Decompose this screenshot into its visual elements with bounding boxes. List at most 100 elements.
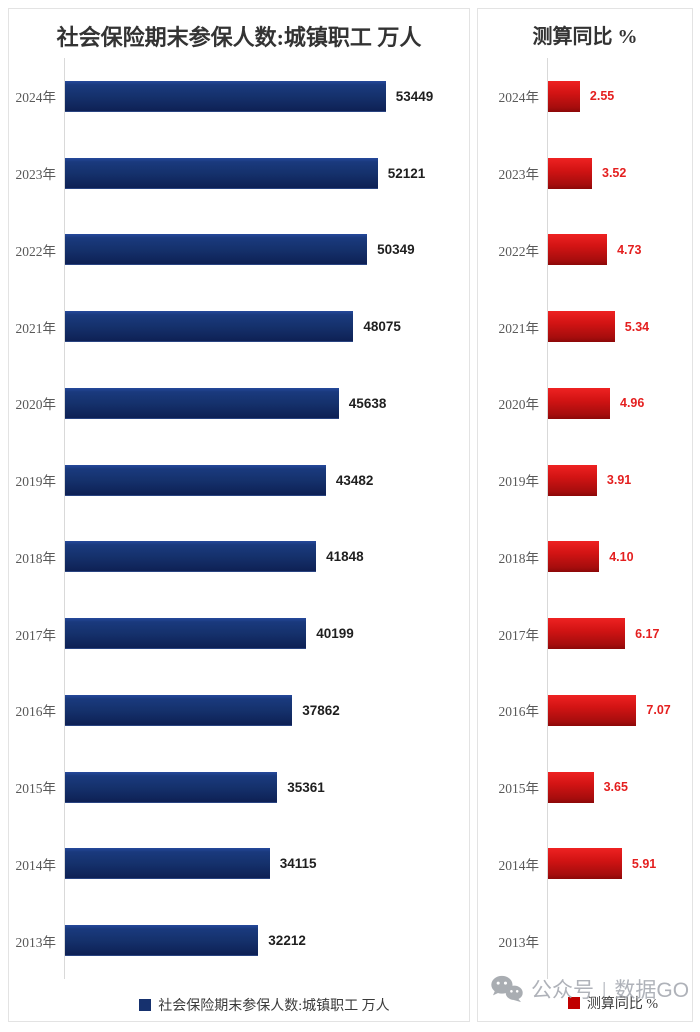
year-label: 2021年	[15, 320, 57, 336]
chart-row: 2019年 43482	[9, 441, 469, 519]
value-label: 4.73	[617, 242, 642, 257]
right-chart-card: 测算同比 % 2024年 2.55 2023年 3.52 2022年 4.73 2021年 5…	[477, 8, 693, 1022]
bar-area: 34115	[64, 825, 469, 903]
chart-row: 2013年	[478, 902, 692, 979]
chart-row: 2024年 53449	[9, 58, 469, 135]
right-chart-plot: 2024年 2.55 2023年 3.52 2022年 4.73 2021年 5.34 2020…	[478, 58, 692, 979]
bar	[65, 234, 368, 266]
bar-area: 53449	[64, 58, 469, 135]
chart-row: 2020年 4.96	[478, 365, 692, 442]
bar-area: 4.96	[547, 365, 692, 442]
bar	[65, 925, 259, 957]
bar	[548, 541, 600, 573]
value-label: 37862	[302, 702, 340, 718]
value-label: 5.34	[624, 319, 650, 334]
bar-area: 48075	[64, 288, 469, 365]
bar-area: 32212	[64, 902, 469, 979]
bar	[65, 464, 326, 496]
year-label: 2022年	[15, 243, 57, 259]
bar-area: 5.34	[547, 288, 692, 365]
chart-row: 2014年 34115	[9, 825, 469, 903]
value-label: 3.65	[603, 780, 628, 795]
chart-row: 2023年 52121	[9, 134, 469, 212]
value-label: 4.10	[609, 549, 634, 564]
bar-area: 50349	[64, 211, 469, 289]
watermark-brand: 数据GO	[614, 979, 690, 1002]
bar-area: 6.17	[547, 595, 692, 672]
chart-row: 2018年 4.10	[478, 518, 692, 596]
year-label: 2017年	[15, 627, 57, 643]
value-label: 35361	[287, 779, 325, 795]
year-label: 2020年	[498, 397, 540, 413]
legend-swatch-blue-icon	[139, 999, 152, 1011]
left-legend-label: 社会保险期末参保人数:城镇职工 万人	[158, 999, 390, 1014]
bar-area: 41848	[64, 518, 469, 596]
bar-area: 7.07	[547, 672, 692, 749]
bar-area: 2.55	[547, 58, 692, 135]
chart-row: 2021年 5.34	[478, 288, 692, 365]
chart-row: 2020年 45638	[9, 365, 469, 442]
right-chart-legend: 测算同比 %	[538, 993, 688, 1013]
chart-row: 2023年 3.52	[478, 134, 692, 212]
left-chart-legend: 社会保险期末参保人数:城镇职工 万人	[64, 995, 465, 1015]
chart-row: 2019年 3.91	[478, 441, 692, 519]
watermark: 公众号 | 数据GO	[490, 974, 689, 1004]
value-label: 53449	[395, 88, 434, 104]
bar-area: 3.65	[547, 748, 692, 826]
bar	[65, 311, 354, 343]
chart-row: 2014年 5.91	[478, 825, 692, 903]
year-label: 2016年	[498, 704, 540, 720]
year-label: 2018年	[498, 550, 540, 566]
year-label: 2019年	[15, 474, 57, 490]
bar-area: 37862	[64, 672, 469, 749]
value-label: 34115	[279, 856, 317, 872]
bar-area: 4.10	[547, 518, 692, 596]
chart-row: 2024年 2.55	[478, 58, 692, 135]
bar-area: 3.52	[547, 134, 692, 212]
year-label: 2014年	[15, 857, 57, 873]
bar	[65, 387, 339, 419]
value-label: 7.07	[646, 703, 671, 718]
year-label: 2015年	[498, 781, 540, 797]
value-label: 3.91	[606, 473, 632, 488]
bar	[548, 387, 610, 419]
year-label: 2019年	[498, 474, 540, 490]
value-label: 52121	[387, 165, 426, 181]
bar-area: 45638	[64, 365, 469, 442]
right-chart-title: 测算同比 %	[532, 26, 638, 48]
year-label: 2017年	[498, 627, 540, 643]
watermark-account: 公众号	[531, 979, 594, 1002]
value-label: 4.96	[620, 396, 645, 411]
chart-row: 2018年 41848	[9, 518, 469, 596]
bar	[65, 694, 293, 726]
year-label: 2013年	[498, 934, 540, 950]
bar	[548, 694, 637, 726]
year-label: 2015年	[15, 781, 57, 797]
chart-row: 2022年 50349	[9, 211, 469, 289]
left-chart-card: 社会保险期末参保人数:城镇职工 万人 2024年 53449 2023年 52121 2…	[8, 8, 470, 1022]
chart-row: 2017年 40199	[9, 595, 469, 672]
year-label: 2020年	[15, 397, 57, 413]
bar-area: 4.73	[547, 211, 692, 289]
bar	[65, 541, 317, 573]
bar-area: 35361	[64, 748, 469, 826]
bar	[548, 771, 594, 803]
bar	[65, 157, 378, 189]
bar	[548, 80, 580, 112]
value-label: 48075	[363, 319, 401, 335]
bar-area: 5.91	[547, 825, 692, 903]
year-label: 2014年	[498, 857, 540, 873]
value-label: 6.17	[635, 626, 660, 641]
chart-row: 2022年 4.73	[478, 211, 692, 289]
bar	[548, 848, 622, 880]
bar-area	[547, 902, 692, 979]
bar	[65, 848, 270, 880]
chart-row: 2013年 32212	[9, 902, 469, 979]
bar	[65, 618, 307, 650]
year-label: 2021年	[498, 320, 540, 336]
bar	[548, 157, 592, 189]
bar	[548, 234, 608, 266]
wechat-icon	[491, 975, 523, 1003]
year-label: 2022年	[498, 243, 540, 259]
